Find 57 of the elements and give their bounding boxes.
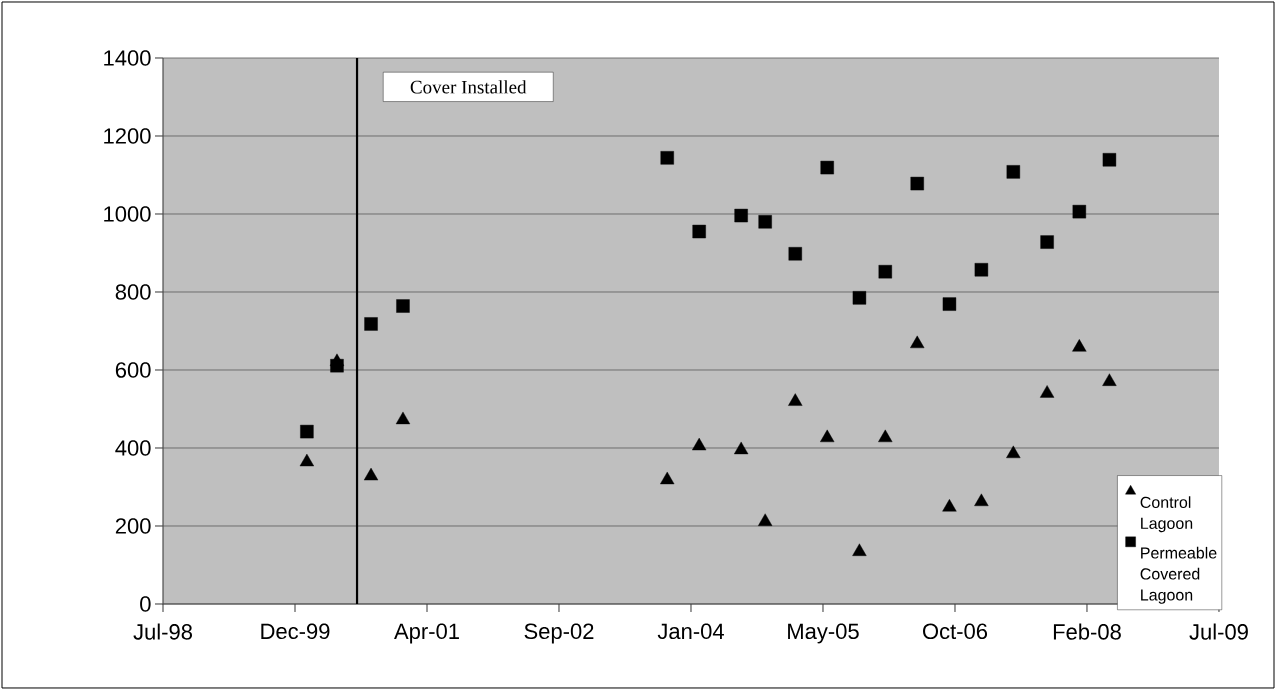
x-tick-label: Sep-02: [524, 623, 594, 644]
point: [734, 441, 749, 455]
point: [692, 224, 706, 239]
point: [329, 353, 345, 366]
point: [1102, 153, 1117, 167]
x-tick-label: Feb-08: [1053, 623, 1121, 640]
y-tick-label: 600: [115, 362, 151, 378]
x-tick-label: Oct-06: [923, 623, 988, 640]
point: [852, 291, 867, 305]
point: [758, 513, 773, 526]
x-tick-label: Jul-98: [133, 623, 192, 640]
point: [734, 208, 748, 223]
point: [910, 335, 925, 349]
x-tick-label: Apr-01: [394, 623, 459, 644]
point: [942, 499, 957, 512]
point: [1040, 235, 1054, 249]
point: [878, 429, 893, 443]
point: [1006, 165, 1021, 179]
y-tick-label: 200: [115, 518, 151, 534]
point: [788, 393, 803, 406]
y-tick-label: 400: [115, 440, 151, 456]
point: [758, 215, 772, 229]
point: [974, 263, 989, 277]
point: [788, 247, 802, 261]
point: [820, 160, 834, 175]
point: [942, 297, 957, 311]
point: [396, 299, 410, 313]
point: [1102, 373, 1117, 386]
point: [395, 411, 411, 425]
x-tick-label: Dec-99: [261, 623, 330, 640]
point: [300, 424, 314, 439]
point: [1039, 385, 1055, 398]
point: [878, 265, 892, 279]
y-tick-label: 1000: [104, 206, 151, 222]
legend-label: Permeable Covered Lagoon: [1140, 546, 1217, 604]
point: [660, 151, 674, 165]
point: [364, 317, 378, 331]
ref-line-label: Cover Installed: [410, 80, 527, 94]
point: [910, 176, 924, 191]
y-tick-label: 800: [115, 284, 151, 300]
point: [1072, 204, 1087, 219]
x-tick-label: Jan-04: [657, 623, 724, 640]
x-tick-label: May-05: [788, 623, 859, 644]
point: [660, 471, 675, 485]
point: [820, 429, 835, 443]
point: [852, 543, 867, 556]
y-tick-label: 0: [140, 596, 151, 612]
point: [363, 467, 379, 481]
legend-label: Control Lagoon: [1140, 496, 1193, 533]
x-tick-label: Jul-09: [1189, 623, 1248, 640]
y-tick-label: 1400: [104, 50, 151, 66]
point: [692, 437, 707, 451]
y-tick-label: 1200: [104, 128, 151, 144]
point: [974, 493, 989, 507]
point: [1072, 339, 1087, 352]
point: [299, 453, 315, 467]
point: [1006, 445, 1021, 459]
